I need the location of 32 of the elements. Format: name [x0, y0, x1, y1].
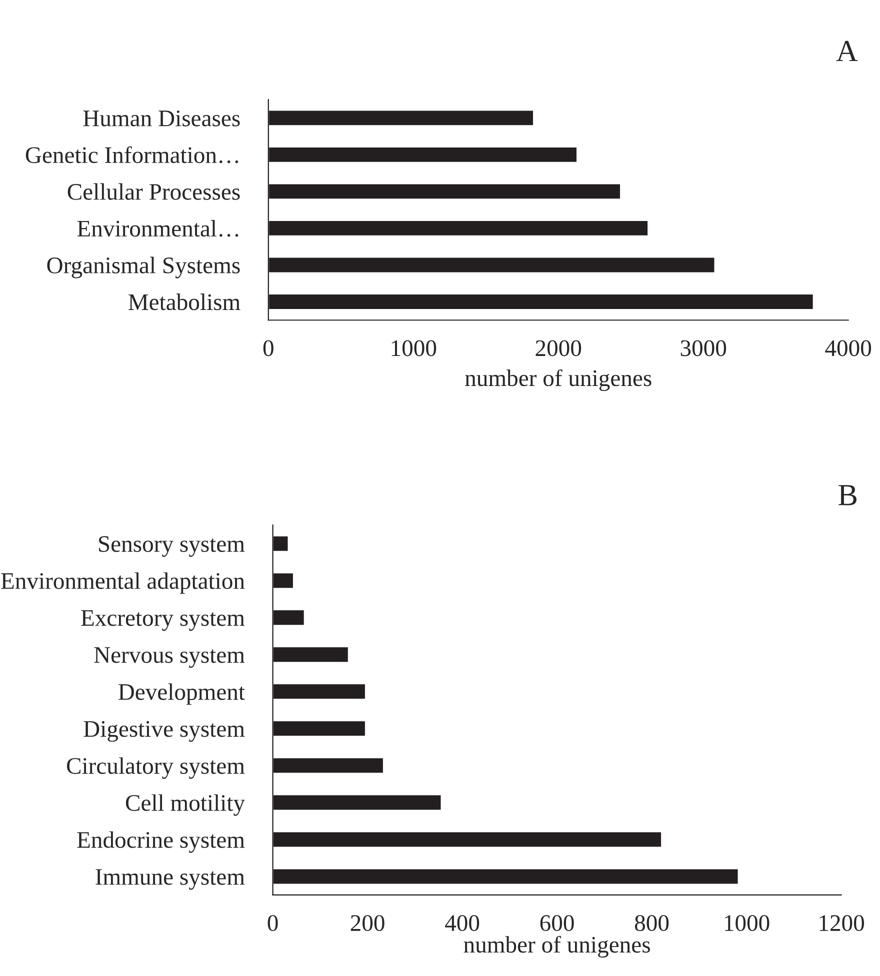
y-tick-label: Metabolism — [128, 294, 240, 310]
y-tick-label: Environmental adaptation — [1, 572, 245, 594]
y-tick-label: Environmental… — [77, 220, 238, 237]
y-tick-label: Circulatory system — [66, 757, 245, 779]
y-tick-label: Excretory system — [81, 610, 245, 631]
y-tick-label: Sensory system — [99, 536, 245, 557]
y-tick-label: Genetic Information… — [26, 146, 238, 164]
y-tick-label: Cellular Processes — [68, 183, 240, 200]
x-tick-label: 400 — [445, 915, 480, 932]
x-tick-label: 800 — [634, 915, 669, 932]
x-tick-label: 1200 — [820, 915, 864, 932]
x-axis-title: number of unigenes — [464, 936, 650, 958]
text: A — [836, 40, 858, 62]
y-tick-label: Development — [118, 683, 245, 705]
y-tick-label: Immune system — [96, 869, 245, 890]
y-tick-label: Nervous system — [94, 647, 245, 668]
y-tick-label: Human Diseases — [83, 110, 240, 126]
x-tick-label: 2000 — [536, 340, 582, 356]
y-tick-label: Cell motility — [126, 794, 245, 816]
x-tick-label: 200 — [350, 915, 384, 932]
x-tick-label: 0 — [268, 915, 278, 932]
x-tick-label: 600 — [540, 915, 574, 932]
x-axis-title: number of unigenes — [465, 369, 652, 392]
x-tick-label: 1000 — [392, 340, 436, 356]
y-tick-label: Digestive system — [84, 721, 245, 742]
text: B — [838, 485, 857, 506]
x-tick-label: 3000 — [680, 340, 726, 356]
x-tick-label: 1000 — [725, 915, 770, 932]
y-tick-label: Endocrine system — [77, 831, 245, 853]
y-tick-label: Organismal Systems — [47, 256, 240, 278]
x-tick-label: 0 — [263, 340, 274, 356]
x-tick-label: 4000 — [825, 340, 872, 356]
